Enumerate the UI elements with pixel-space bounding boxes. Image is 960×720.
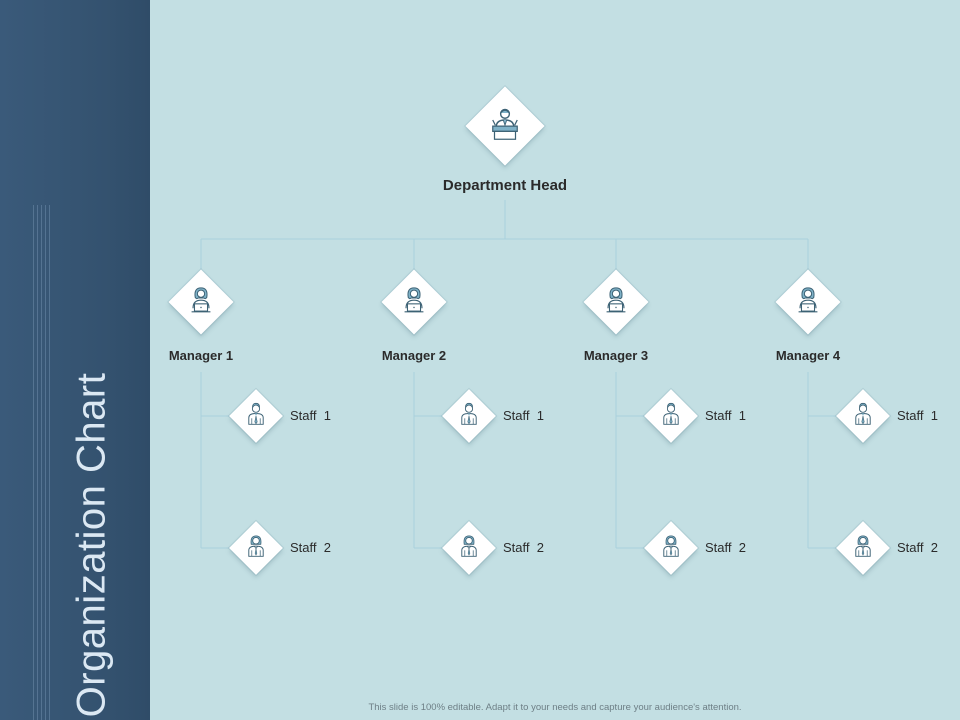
woman-tie-icon (244, 534, 268, 563)
manager-label: Manager 4 (775, 348, 841, 363)
staff-label: Staff 2 (503, 540, 544, 555)
woman-laptop-icon (187, 285, 216, 319)
manager-label: Manager 1 (168, 348, 234, 363)
staff-label: Staff 2 (290, 540, 331, 555)
staff-label: Staff 1 (705, 408, 746, 423)
sidebar-panel: Organization Chart (0, 0, 150, 720)
staff-node (836, 389, 890, 443)
decorative-line (41, 205, 42, 720)
staff-label: Staff 2 (705, 540, 746, 555)
staff-label: Staff 1 (503, 408, 544, 423)
man-tie-icon (851, 402, 875, 431)
manager-node (381, 269, 447, 335)
woman-laptop-icon (794, 285, 823, 319)
man-tie-icon (244, 402, 268, 431)
staff-label: Staff 1 (290, 408, 331, 423)
staff-node (442, 521, 496, 575)
department-head-label: Department Head (442, 177, 568, 194)
woman-laptop-icon (400, 285, 429, 319)
manager-label: Manager 3 (583, 348, 649, 363)
manager-label: Manager 2 (381, 348, 447, 363)
woman-tie-icon (659, 534, 683, 563)
staff-label: Staff 1 (897, 408, 938, 423)
decorative-line (33, 205, 34, 720)
woman-laptop-icon (602, 285, 631, 319)
decorative-line (45, 205, 46, 720)
staff-node (644, 389, 698, 443)
staff-node (229, 389, 283, 443)
department-head-node (465, 86, 545, 166)
woman-tie-icon (851, 534, 875, 563)
staff-node (644, 521, 698, 575)
manager-node (583, 269, 649, 335)
staff-node (836, 521, 890, 575)
woman-tie-icon (457, 534, 481, 563)
staff-label: Staff 2 (897, 540, 938, 555)
decorative-line (37, 205, 38, 720)
staff-node (229, 521, 283, 575)
footer-note: This slide is 100% editable. Adapt it to… (368, 702, 742, 713)
manager-node (775, 269, 841, 335)
man-tie-icon (659, 402, 683, 431)
staff-node (442, 389, 496, 443)
manager-node (168, 269, 234, 335)
speaker-podium-icon (488, 106, 523, 146)
man-tie-icon (457, 402, 481, 431)
decorative-line (49, 205, 50, 720)
